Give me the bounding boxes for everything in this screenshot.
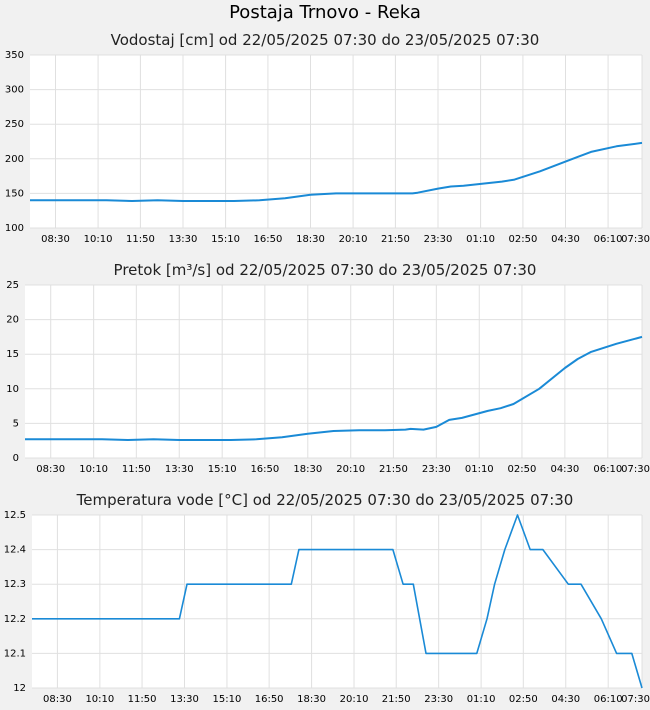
page-title: Postaja Trnovo - Reka — [229, 2, 421, 23]
water-level-x-tick-label: 11:50 — [126, 234, 155, 245]
water-level-y-tick-label: 100 — [5, 223, 24, 234]
discharge-series-line — [25, 335, 643, 441]
temperature-x-tick-label: 08:30 — [43, 694, 72, 705]
discharge-x-tick-label: 07:30 — [621, 464, 650, 475]
temperature-x-tick-label: 02:50 — [509, 694, 538, 705]
discharge-x-tick-label: 20:10 — [336, 464, 365, 475]
water-level-x-tick-label: 13:30 — [169, 234, 198, 245]
discharge-x-tick-label: 08:30 — [36, 464, 65, 475]
temperature-x-tick-label: 16:50 — [255, 694, 284, 705]
discharge-y-tick-label: 0 — [13, 453, 19, 464]
water-level-x-tick-label: 01:10 — [466, 234, 495, 245]
temperature-y-tick-label: 12.4 — [4, 545, 26, 556]
discharge-x-tick-label: 04:30 — [550, 464, 579, 475]
discharge-x-tick-label: 18:30 — [293, 464, 322, 475]
water-level-y-tick-label: 300 — [5, 85, 24, 96]
temperature-y-tick-label: 12.5 — [4, 510, 26, 521]
temperature-x-tick-label: 13:30 — [170, 694, 199, 705]
temperature-x-tick-label: 01:10 — [467, 694, 496, 705]
discharge-y-tick-label: 15 — [6, 349, 19, 360]
water-level-x-tick-label: 10:10 — [84, 234, 113, 245]
temperature-y-tick-label: 12.1 — [4, 648, 26, 659]
discharge-chart-title: Pretok [m³/s] od 22/05/2025 07:30 do 23/… — [113, 261, 537, 279]
temperature-chart-title: Temperatura vode [°C] od 22/05/2025 07:3… — [76, 491, 574, 509]
temperature-y-tick-label: 12.3 — [4, 579, 26, 590]
discharge-x-tick-label: 11:50 — [122, 464, 151, 475]
temperature-x-tick-label: 06:10 — [594, 694, 623, 705]
discharge-plot-area — [25, 285, 642, 458]
temperature-x-tick-label: 11:50 — [128, 694, 157, 705]
water-level-plot-area — [30, 55, 642, 228]
discharge-x-tick-label: 15:10 — [208, 464, 237, 475]
water-level-y-tick-label: 150 — [5, 188, 24, 199]
water-level-x-tick-label: 07:30 — [621, 234, 650, 245]
water-level-x-tick-label: 04:30 — [551, 234, 580, 245]
temperature-series-line — [32, 514, 643, 689]
water-level-y-tick-label: 350 — [5, 50, 24, 61]
water-level-y-tick-label: 200 — [5, 154, 24, 165]
discharge-x-tick-label: 02:50 — [508, 464, 537, 475]
temperature-x-tick-label: 20:10 — [340, 694, 369, 705]
discharge-y-tick-label: 25 — [6, 280, 19, 291]
discharge-x-tick-label: 01:10 — [465, 464, 494, 475]
discharge-x-tick-label: 10:10 — [79, 464, 108, 475]
temperature-y-tick-label: 12.2 — [4, 614, 26, 625]
water-level-x-tick-label: 21:50 — [381, 234, 410, 245]
temperature-x-tick-label: 21:50 — [382, 694, 411, 705]
water-level-x-tick-label: 06:10 — [594, 234, 623, 245]
discharge-y-tick-label: 10 — [6, 384, 19, 395]
discharge-y-tick-label: 5 — [13, 418, 19, 429]
discharge-x-tick-label: 13:30 — [165, 464, 194, 475]
discharge-x-tick-label: 16:50 — [250, 464, 279, 475]
discharge-x-tick-label: 21:50 — [379, 464, 408, 475]
water-level-x-tick-label: 08:30 — [41, 234, 70, 245]
water-level-x-tick-label: 16:50 — [254, 234, 283, 245]
temperature-x-tick-label: 10:10 — [85, 694, 114, 705]
temperature-x-tick-label: 15:10 — [213, 694, 242, 705]
discharge-x-tick-label: 06:10 — [593, 464, 622, 475]
water-level-x-tick-label: 02:50 — [509, 234, 538, 245]
temperature-x-tick-label: 04:30 — [551, 694, 580, 705]
water-level-x-tick-label: 18:30 — [296, 234, 325, 245]
water-level-series-line — [30, 141, 643, 202]
discharge-y-tick-label: 20 — [6, 315, 19, 326]
discharge-x-tick-label: 23:30 — [422, 464, 451, 475]
temperature-x-tick-label: 23:30 — [424, 694, 453, 705]
temperature-x-tick-label: 18:30 — [297, 694, 326, 705]
water-level-x-tick-label: 20:10 — [339, 234, 368, 245]
water-level-x-tick-label: 15:10 — [211, 234, 240, 245]
temperature-x-tick-label: 07:30 — [621, 694, 650, 705]
water-level-y-tick-label: 250 — [5, 119, 24, 130]
water-level-chart-title: Vodostaj [cm] od 22/05/2025 07:30 do 23/… — [110, 31, 540, 49]
temperature-y-tick-label: 12 — [13, 683, 26, 694]
temperature-plot-area — [32, 515, 642, 688]
water-level-x-tick-label: 23:30 — [424, 234, 453, 245]
